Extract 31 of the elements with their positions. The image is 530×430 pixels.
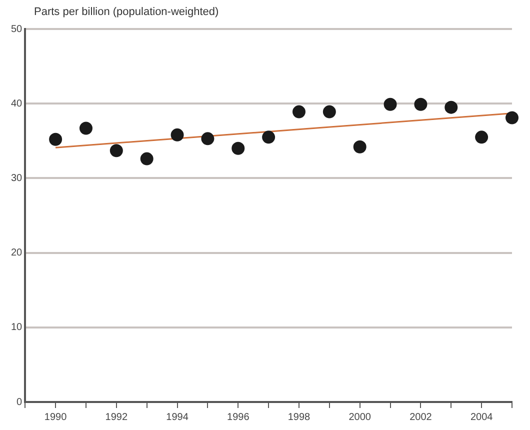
point bbox=[262, 130, 276, 144]
x-tick-label: 1998 bbox=[288, 412, 311, 423]
point bbox=[49, 132, 62, 146]
y-tick-label: 10 bbox=[11, 322, 23, 334]
x-tick-label: 2004 bbox=[470, 412, 494, 423]
x-tick-label: 2002 bbox=[410, 412, 432, 423]
point bbox=[475, 130, 488, 144]
point bbox=[201, 132, 214, 146]
point bbox=[79, 122, 92, 135]
point bbox=[384, 98, 397, 111]
point bbox=[170, 128, 184, 142]
point bbox=[444, 100, 458, 114]
x-tick-label: 1992 bbox=[105, 412, 128, 423]
point bbox=[506, 111, 518, 124]
x-tick-label: 1990 bbox=[44, 412, 68, 423]
y-tick-label: 30 bbox=[11, 172, 23, 184]
point bbox=[353, 140, 366, 154]
point bbox=[292, 105, 306, 118]
y-axis-title: Parts per billion (population-weighted) bbox=[34, 6, 219, 18]
y-tick-label: 50 bbox=[11, 24, 23, 35]
x-tick-label: 1996 bbox=[227, 412, 250, 423]
point bbox=[322, 105, 336, 118]
y-tick-label: 40 bbox=[11, 98, 23, 110]
x-tick-label: 1994 bbox=[166, 412, 189, 423]
y-tick-label: 0 bbox=[16, 396, 23, 408]
x-tick-label: 2000 bbox=[348, 412, 372, 423]
point bbox=[140, 152, 154, 166]
y-tick-label: 20 bbox=[11, 248, 23, 259]
point bbox=[110, 144, 123, 158]
point bbox=[232, 142, 245, 155]
point bbox=[414, 98, 428, 111]
